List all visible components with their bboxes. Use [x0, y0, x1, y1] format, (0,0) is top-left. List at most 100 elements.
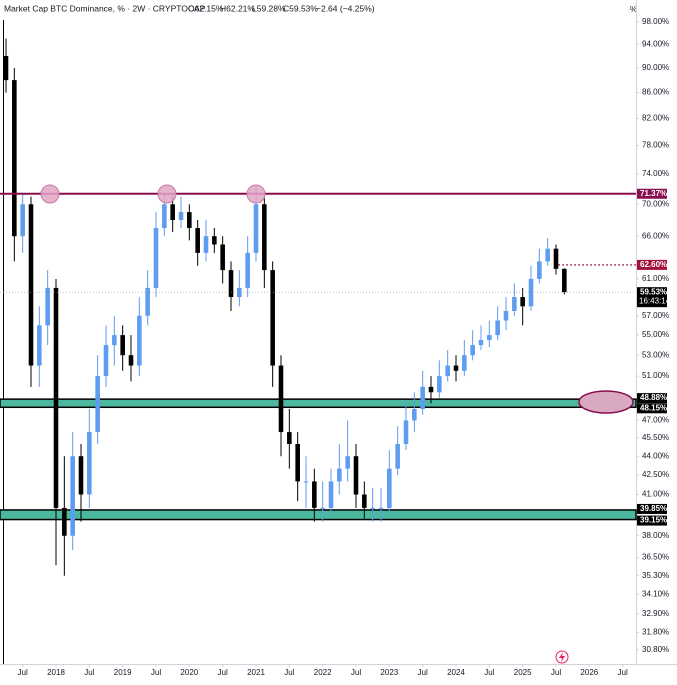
x-tick-label: Jul — [418, 668, 428, 677]
y-tick-label: 82.00% — [642, 114, 669, 123]
candle-body — [28, 204, 34, 366]
y-tick-label: 61.00% — [642, 274, 669, 283]
plot — [0, 38, 637, 576]
axis-unit: % — [630, 5, 637, 14]
y-tick-label: 70.00% — [642, 199, 669, 208]
candle-body — [387, 468, 392, 508]
candle-body — [562, 268, 567, 293]
candle-body — [128, 355, 134, 366]
candle-body — [520, 297, 525, 307]
candle-body — [253, 204, 259, 253]
candle-body — [337, 468, 342, 482]
x-tick-label: Jul — [284, 668, 294, 677]
zone — [0, 398, 637, 409]
candle-body — [553, 248, 559, 269]
y-tick-label: 53.00% — [642, 350, 669, 359]
candle-body — [528, 278, 534, 307]
x-tick-label: Jul — [351, 668, 361, 677]
x-tick-label: 2021 — [247, 668, 265, 677]
zone — [0, 509, 637, 521]
y-tick-label: 31.80% — [642, 627, 669, 636]
candle-body — [437, 376, 442, 393]
level-label-bg — [637, 188, 667, 199]
candle-body — [37, 325, 42, 366]
header-high: H62.21% — [220, 3, 255, 13]
candle-body — [453, 365, 459, 371]
candle-body — [395, 444, 400, 469]
axes: 98.00% 94.00% 90.00% 86.00% 82.00% 78.00% 74.0… — [18, 17, 671, 677]
candle-body — [478, 340, 484, 346]
candle-body — [295, 444, 300, 482]
zone-label-bg — [637, 403, 667, 414]
x-tick-label: 2026 — [580, 668, 598, 677]
candle-body — [20, 204, 25, 237]
candle-body — [137, 315, 142, 366]
header-change: −2.64 (−4.25%) — [316, 3, 375, 13]
candle-body — [237, 287, 242, 298]
y-tick-label: 86.00% — [642, 88, 669, 97]
x-tick-label: Jul — [551, 668, 561, 677]
candle-body — [303, 481, 309, 483]
candle-body — [212, 236, 217, 245]
level-label: 62.60% — [640, 260, 667, 269]
candle-body — [512, 297, 517, 312]
y-tick-label: 30.80% — [642, 645, 669, 654]
candle-body — [95, 376, 100, 433]
level-label: 59.53% — [640, 287, 667, 296]
candle-body — [420, 386, 425, 409]
header-title: Market Cap BTC Dominance, % · 2W · CRYPT… — [4, 3, 206, 13]
zone-label: 39.15% — [640, 516, 667, 525]
x-tick-label: Jul — [618, 668, 628, 677]
header-close: C59.53% — [283, 3, 318, 13]
x-tick-label: 2019 — [114, 668, 132, 677]
candle-body — [3, 55, 9, 81]
x-tick-label: Jul — [218, 668, 228, 677]
zone-label-bg — [637, 503, 667, 514]
annotations — [40, 184, 634, 664]
x-tick-label: 2018 — [47, 668, 65, 677]
candle-body — [278, 365, 284, 433]
x-tick-label: 2020 — [180, 668, 198, 677]
y-tick-label: 51.00% — [642, 371, 669, 380]
candle-body — [12, 80, 17, 237]
candle-body — [145, 287, 150, 316]
zone-label-bg — [637, 393, 667, 404]
y-tick-label: 90.00% — [642, 63, 669, 72]
candle-body — [445, 365, 450, 377]
y-tick-label: 98.00% — [642, 17, 669, 26]
header-open: O62.15% — [188, 3, 224, 13]
x-tick-label: Jul — [484, 668, 494, 677]
candle-body — [245, 252, 250, 288]
y-tick-label: 74.00% — [642, 169, 669, 178]
y-tick-label: 41.00% — [642, 490, 669, 499]
candle-body — [262, 204, 267, 271]
zone-label: 48.15% — [640, 403, 667, 412]
zone-label: 48.88% — [640, 393, 667, 402]
event-bolt — [559, 652, 565, 662]
candle-body — [470, 345, 475, 356]
candle-body — [195, 228, 200, 253]
x-tick-label: 2023 — [380, 668, 398, 677]
candle-body — [103, 345, 109, 377]
y-tick-label: 66.00% — [642, 231, 669, 240]
candle-body — [78, 456, 84, 495]
candle-body — [120, 335, 125, 356]
candle-body — [220, 244, 225, 271]
touch-circle — [40, 184, 60, 204]
candle-body — [345, 456, 350, 469]
candle-body — [403, 420, 409, 445]
y-tick-label: 94.00% — [642, 39, 669, 48]
level-label-bg — [637, 287, 667, 308]
touch-circle — [246, 184, 266, 204]
y-tick-label: 57.00% — [642, 311, 669, 320]
candle-body — [495, 320, 500, 336]
y-tick-label: 55.00% — [642, 330, 669, 339]
x-tick-label: 2024 — [447, 668, 465, 677]
x-tick-label: 2025 — [514, 668, 532, 677]
candle-body — [153, 228, 159, 288]
candle-body — [412, 408, 417, 421]
y-tick-label: 32.90% — [642, 609, 669, 618]
y-tick-label: 34.10% — [642, 590, 669, 599]
